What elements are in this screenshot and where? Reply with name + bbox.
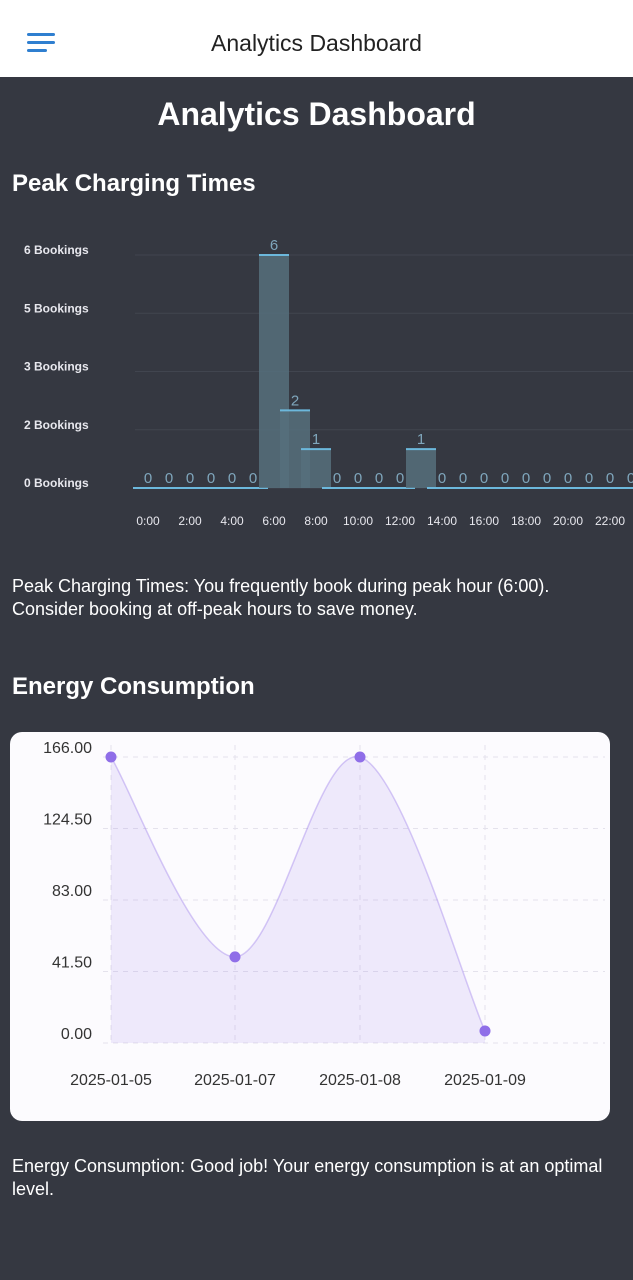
section-note: Energy Consumption: Good job! Your energ…: [12, 1156, 603, 1199]
y-tick-label: 3 Bookings: [24, 360, 89, 374]
data-label: 0: [564, 470, 572, 487]
data-label: 0: [585, 470, 593, 487]
data-label: 0: [354, 470, 362, 487]
menu-button[interactable]: [27, 33, 57, 55]
point: [105, 751, 117, 763]
x-tick-label: 2025-01-08: [319, 1072, 401, 1089]
app-bar: Analytics Dashboard: [0, 0, 633, 77]
data-label: 0: [228, 470, 236, 487]
section-note: Peak Charging Times: You frequently book…: [12, 576, 550, 619]
page-title: Analytics Dashboard: [157, 96, 476, 132]
y-tick-label: 6 Bookings: [24, 243, 89, 257]
y-tick-label: 166.00: [43, 740, 92, 757]
data-label: 0: [144, 470, 152, 487]
x-tick-label: 20:00: [553, 514, 583, 528]
data-label: 0: [207, 470, 215, 487]
point: [229, 951, 241, 963]
x-tick-label: 10:00: [343, 514, 373, 528]
y-tick-label: 83.00: [52, 883, 92, 900]
y-tick-label: 2 Bookings: [24, 418, 89, 432]
point: [354, 751, 366, 763]
x-tick-label: 12:00: [385, 514, 415, 528]
data-label: 0: [522, 470, 530, 487]
x-tick-label: 4:00: [220, 514, 244, 528]
y-tick-label: 0 Bookings: [24, 476, 89, 490]
x-tick-label: 22:00: [595, 514, 625, 528]
x-tick-label: 2025-01-09: [444, 1072, 526, 1089]
x-tick-label: 18:00: [511, 514, 541, 528]
x-tick-label: 0:00: [136, 514, 160, 528]
x-tick-label: 2:00: [178, 514, 202, 528]
chart-card: [10, 732, 610, 1121]
data-label: 0: [543, 470, 551, 487]
line: [110, 756, 486, 1032]
data-label: 0: [627, 470, 633, 487]
bar: [301, 449, 331, 488]
y-tick-label: 5 Bookings: [24, 301, 89, 315]
data-label: 0: [459, 470, 467, 487]
section-heading: Energy Consumption: [12, 673, 255, 700]
data-label: 0: [165, 470, 173, 487]
data-label: 0: [186, 470, 194, 487]
data-label: 2: [291, 392, 299, 409]
section-heading: Peak Charging Times: [12, 170, 256, 197]
data-label: 1: [417, 431, 425, 448]
x-tick-label: 8:00: [304, 514, 328, 528]
data-label: 0: [606, 470, 614, 487]
data-label: 0: [333, 470, 341, 487]
data-label: 0: [438, 470, 446, 487]
x-tick-label: 2025-01-05: [70, 1072, 152, 1089]
y-tick-label: 0.00: [61, 1026, 92, 1043]
data-label: 0: [501, 470, 509, 487]
app-bar-title: Analytics Dashboard: [211, 30, 422, 56]
data-label: 6: [270, 237, 278, 254]
data-label: 0: [396, 470, 404, 487]
y-tick-label: 41.50: [52, 955, 92, 972]
data-label: 1: [312, 431, 320, 448]
y-tick-label: 124.50: [43, 812, 92, 829]
data-label: 0: [249, 470, 257, 487]
x-tick-label: 6:00: [262, 514, 286, 528]
data-label: 0: [480, 470, 488, 487]
x-tick-label: 2025-01-07: [194, 1072, 276, 1089]
area: [111, 756, 485, 1043]
x-tick-label: 16:00: [469, 514, 499, 528]
point: [479, 1025, 491, 1037]
x-tick-label: 14:00: [427, 514, 457, 528]
data-label: 0: [375, 470, 383, 487]
bar: [406, 449, 436, 488]
